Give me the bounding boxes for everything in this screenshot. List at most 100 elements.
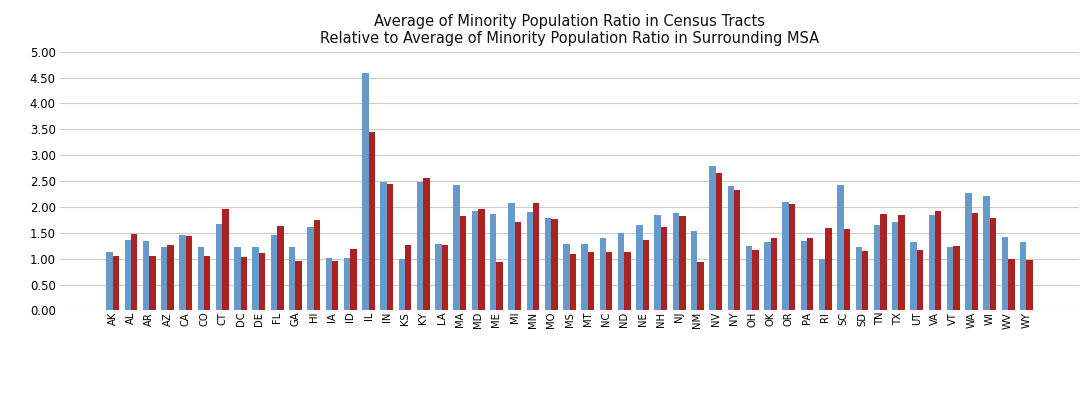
Bar [460, 216, 467, 310]
Bar [479, 209, 485, 310]
Bar [387, 184, 393, 310]
Bar [637, 225, 643, 310]
Bar [771, 238, 777, 310]
Bar [862, 251, 869, 310]
Bar [277, 226, 283, 310]
Bar [514, 222, 521, 310]
Bar [1002, 237, 1008, 310]
Bar [710, 166, 716, 310]
Bar [881, 214, 886, 310]
Bar [508, 203, 514, 310]
Bar [954, 246, 959, 310]
Bar [600, 238, 606, 310]
Bar [234, 247, 241, 310]
Bar [270, 236, 277, 310]
Bar [222, 209, 229, 310]
Bar [526, 212, 533, 310]
Bar [362, 74, 368, 310]
Bar [417, 182, 423, 310]
Bar [661, 226, 667, 310]
Bar [837, 185, 844, 310]
Bar [107, 252, 112, 310]
Bar [472, 211, 479, 310]
Bar [892, 222, 898, 310]
Bar [990, 219, 996, 310]
Bar [350, 250, 356, 310]
Bar [910, 242, 917, 310]
Bar [679, 216, 686, 310]
Bar [131, 234, 137, 310]
Bar [405, 245, 411, 310]
Bar [343, 258, 350, 310]
Bar [545, 219, 552, 310]
Title: Average of Minority Population Ratio in Census Tracts
Relative to Average of Min: Average of Minority Population Ratio in … [320, 14, 819, 47]
Bar [654, 215, 661, 310]
Bar [929, 215, 935, 310]
Bar [197, 247, 204, 310]
Bar [453, 185, 460, 310]
Bar [216, 224, 222, 310]
Bar [112, 256, 119, 310]
Bar [552, 219, 558, 310]
Bar [307, 226, 314, 310]
Bar [399, 259, 405, 310]
Bar [917, 250, 923, 310]
Bar [1020, 242, 1027, 310]
Bar [180, 236, 185, 310]
Bar [764, 242, 771, 310]
Bar [1027, 260, 1032, 310]
Bar [643, 240, 649, 310]
Bar [965, 193, 971, 310]
Bar [746, 246, 752, 310]
Bar [691, 231, 698, 310]
Bar [618, 233, 625, 310]
Bar [204, 256, 210, 310]
Bar [935, 211, 942, 310]
Bar [728, 186, 734, 310]
Bar [971, 213, 978, 310]
Bar [258, 253, 265, 310]
Bar [496, 262, 502, 310]
Bar [1008, 259, 1015, 310]
Bar [332, 261, 338, 310]
Bar [185, 236, 192, 310]
Bar [289, 247, 295, 310]
Bar [564, 244, 569, 310]
Bar [380, 182, 387, 310]
Bar [625, 252, 631, 310]
Bar [807, 238, 813, 310]
Bar [149, 256, 156, 310]
Bar [435, 244, 441, 310]
Bar [368, 132, 375, 310]
Bar [161, 247, 168, 310]
Bar [783, 202, 789, 310]
Bar [581, 244, 588, 310]
Bar [673, 213, 679, 310]
Bar [947, 247, 954, 310]
Bar [789, 204, 796, 310]
Bar [716, 174, 722, 310]
Bar [898, 215, 905, 310]
Bar [606, 252, 613, 310]
Bar [533, 203, 540, 310]
Bar [314, 220, 320, 310]
Bar [253, 247, 258, 310]
Bar [983, 195, 990, 310]
Bar [874, 225, 881, 310]
Bar [490, 214, 496, 310]
Bar [734, 190, 740, 310]
Bar [801, 241, 807, 310]
Bar [124, 240, 131, 310]
Bar [752, 250, 759, 310]
Bar [423, 178, 429, 310]
Bar [295, 261, 302, 310]
Bar [698, 262, 704, 310]
Bar [326, 258, 332, 310]
Bar [143, 240, 149, 310]
Bar [825, 228, 832, 310]
Bar [241, 257, 247, 310]
Bar [819, 259, 825, 310]
Bar [569, 254, 576, 310]
Bar [844, 229, 850, 310]
Bar [588, 252, 594, 310]
